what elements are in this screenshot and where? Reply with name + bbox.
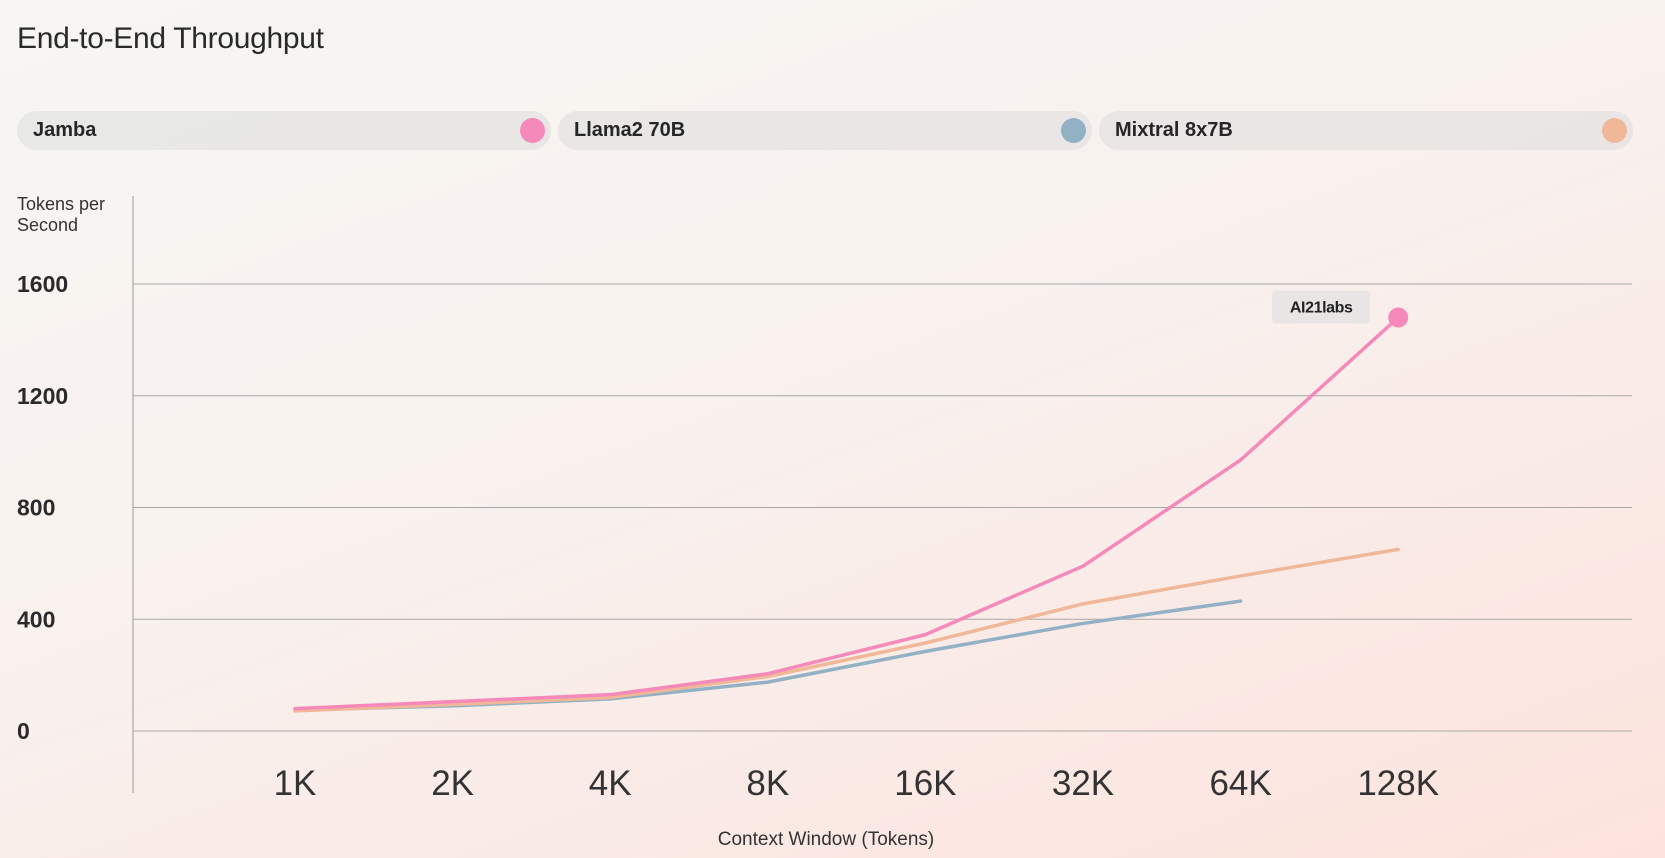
y-axis-label: Tokens per bbox=[17, 194, 105, 214]
legend-item-mixtral[interactable]: Mixtral 8x7B bbox=[1099, 111, 1633, 150]
x-tick-label: 128K bbox=[1357, 764, 1439, 803]
y-axis-label: Second bbox=[17, 215, 78, 235]
x-tick-label: 1K bbox=[274, 764, 317, 803]
legend: Jamba Llama2 70B Mixtral 8x7B bbox=[17, 111, 1633, 150]
x-tick-label: 16K bbox=[894, 764, 956, 803]
legend-item-jamba[interactable]: Jamba bbox=[17, 111, 551, 150]
series-line-llama2-70b bbox=[293, 599, 1243, 712]
x-tick-label: 2K bbox=[431, 764, 474, 803]
series-line-jamba bbox=[293, 315, 1400, 711]
x-tick-label: 32K bbox=[1052, 764, 1114, 803]
x-tick-label: 8K bbox=[746, 764, 789, 803]
legend-label-jamba: Jamba bbox=[33, 119, 97, 141]
y-tick-label: 400 bbox=[17, 606, 55, 632]
x-tick-label: 4K bbox=[589, 764, 632, 803]
legend-dot-jamba bbox=[520, 118, 545, 143]
brand-badge-text: AI21labs bbox=[1290, 300, 1353, 317]
y-tick-label: 1200 bbox=[17, 383, 68, 409]
x-axis-label: Context Window (Tokens) bbox=[718, 829, 934, 850]
legend-label-mixtral: Mixtral 8x7B bbox=[1115, 119, 1233, 141]
legend-label-llama2: Llama2 70B bbox=[574, 119, 686, 141]
series-line-mixtral-8x7b bbox=[293, 547, 1400, 713]
y-tick-label: 0 bbox=[17, 718, 30, 744]
x-tick-label: 64K bbox=[1209, 764, 1271, 803]
brand-badge bbox=[1272, 290, 1371, 324]
legend-item-llama2[interactable]: Llama2 70B bbox=[558, 111, 1092, 150]
legend-dot-llama2 bbox=[1061, 118, 1086, 143]
y-tick-label: 1600 bbox=[17, 271, 68, 297]
jamba-endpoint-marker bbox=[1388, 307, 1409, 328]
legend-dot-mixtral bbox=[1602, 118, 1627, 143]
chart-title: End-to-End Throughput bbox=[17, 22, 324, 55]
y-tick-label: 800 bbox=[17, 495, 55, 521]
